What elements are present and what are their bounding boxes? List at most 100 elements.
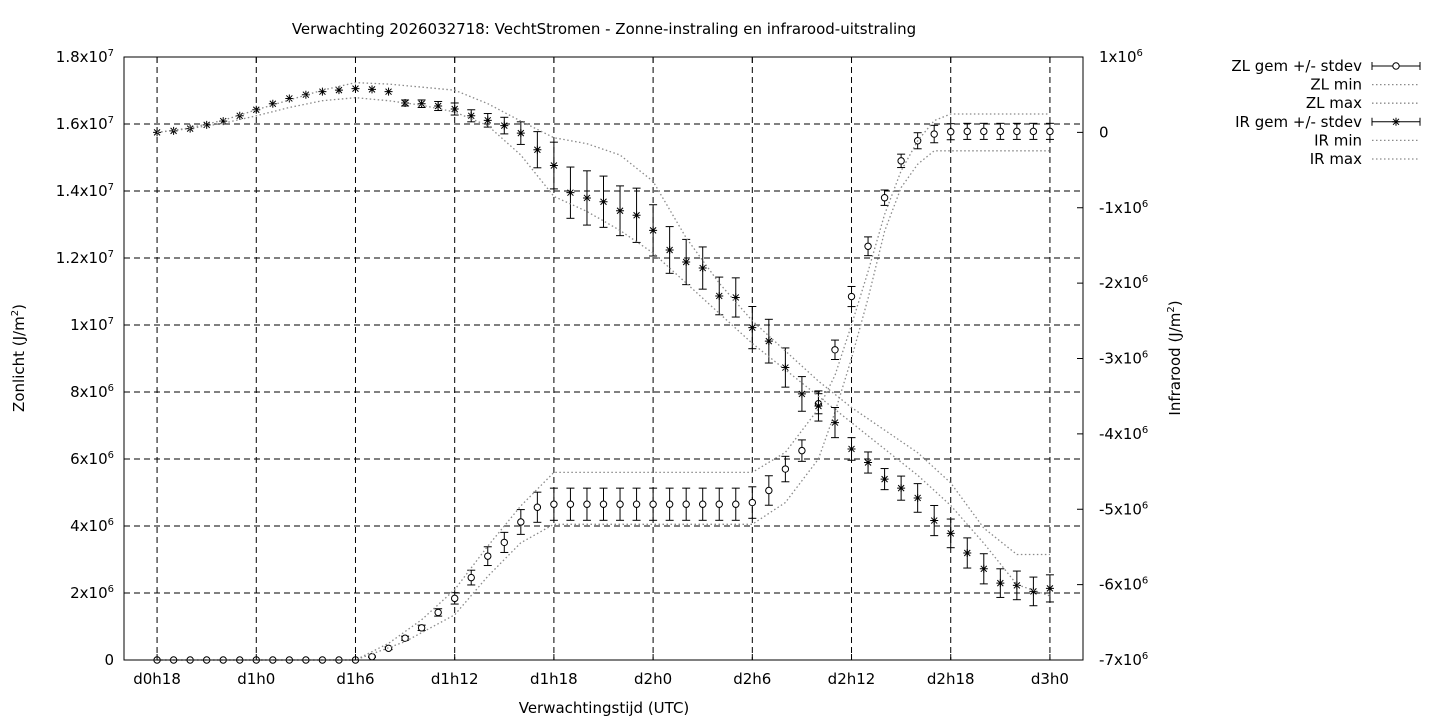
grid-layer	[124, 57, 1083, 660]
data-point	[831, 346, 839, 354]
data-point	[699, 500, 707, 508]
data-point	[517, 518, 525, 526]
data-point	[682, 258, 691, 267]
data-point	[417, 99, 426, 108]
data-point	[814, 401, 823, 410]
data-point	[1046, 127, 1054, 136]
y-tick-label: 1.6x107	[56, 115, 114, 133]
data-point	[847, 292, 856, 301]
data-point	[880, 475, 889, 484]
y-tick-label: 1.8x107	[56, 48, 114, 66]
data-point	[731, 293, 740, 302]
series-line	[157, 97, 1051, 597]
data-point	[533, 503, 542, 511]
x-tick-label: d1h0	[237, 670, 275, 688]
x-tick-label: d2h6	[733, 670, 771, 688]
x-tick-label: d1h12	[431, 670, 479, 688]
data-point	[616, 206, 625, 215]
data-point	[963, 548, 972, 557]
data-point	[384, 87, 393, 96]
y2-tick-label: -1x106	[1099, 199, 1148, 217]
y-axis-label: Zonlicht (J/m2)	[10, 304, 28, 412]
legend-sample-marker	[1392, 117, 1400, 126]
data-point	[516, 129, 525, 138]
data-point	[483, 116, 492, 125]
data-point	[401, 634, 409, 642]
series-layer	[153, 81, 1054, 664]
data-point	[549, 161, 558, 170]
data-point	[963, 127, 971, 136]
x-tick-label: d2h12	[828, 670, 876, 688]
data-point	[434, 608, 442, 617]
data-point	[930, 130, 938, 138]
data-point	[632, 500, 641, 508]
data-point	[897, 484, 906, 493]
data-point	[847, 444, 856, 453]
y-tick-label: 1x107	[70, 316, 114, 334]
y2-tick-label: -3x106	[1099, 350, 1148, 368]
series-line	[157, 81, 1050, 556]
data-point	[980, 127, 988, 136]
data-point	[880, 194, 889, 202]
data-point	[947, 128, 955, 136]
data-point	[748, 323, 757, 332]
series-group	[153, 84, 1054, 607]
legend-label: IR max	[1310, 150, 1362, 168]
y-tick-label: 4x106	[70, 517, 114, 535]
data-point	[566, 500, 575, 508]
data-point	[864, 242, 872, 250]
y-tick-label: 0	[104, 651, 114, 669]
data-point	[252, 105, 261, 114]
legend-label: ZL gem +/- stdev	[1231, 57, 1362, 75]
data-point	[500, 538, 508, 547]
data-point	[715, 500, 723, 508]
y2-tick-label: -6x106	[1099, 576, 1148, 594]
data-point	[798, 446, 806, 455]
data-point	[484, 552, 492, 560]
y2-tick-label: -5x106	[1099, 500, 1148, 518]
data-point	[665, 245, 674, 254]
data-point	[582, 193, 591, 202]
x-tick-label: d1h18	[530, 670, 578, 688]
data-point	[649, 226, 658, 235]
tick-layer: d0h18 d1h0 d1h6 d1h12 d1h18 d2h0 d2h6 d2h12 d2h1…	[56, 48, 1149, 688]
data-point	[930, 516, 939, 525]
data-point	[153, 128, 162, 137]
data-point	[467, 111, 476, 120]
y2-tick-label: -2x106	[1099, 274, 1148, 292]
y2-tick-label: 0	[1099, 123, 1109, 141]
y-tick-label: 6x106	[70, 450, 114, 468]
y-tick-label: 2x106	[70, 584, 114, 602]
data-point	[946, 529, 955, 538]
data-point	[864, 458, 873, 467]
data-point	[715, 291, 724, 300]
data-point	[897, 157, 905, 165]
data-point	[996, 127, 1005, 136]
data-point	[401, 98, 410, 107]
data-point	[649, 500, 657, 508]
data-point	[467, 573, 475, 582]
data-point	[599, 197, 608, 206]
data-point	[318, 87, 327, 96]
data-point	[1029, 587, 1038, 596]
data-point	[764, 337, 773, 346]
data-point	[285, 94, 294, 103]
data-point	[351, 84, 360, 93]
data-point	[219, 117, 228, 126]
data-point	[334, 86, 343, 95]
y2-tick-label: 1x106	[1099, 48, 1143, 66]
data-point	[682, 500, 690, 508]
x-tick-label: d2h0	[634, 670, 672, 688]
data-point	[665, 500, 674, 508]
plot-border	[123, 56, 1084, 661]
data-point	[913, 493, 922, 502]
x-tick-label: d0h18	[133, 670, 181, 688]
y-tick-label: 1.2x107	[56, 249, 114, 267]
data-point	[434, 101, 443, 110]
legend-label: ZL min	[1310, 76, 1362, 94]
y-tick-label: 8x106	[70, 383, 114, 401]
data-point	[1012, 581, 1021, 590]
data-point	[599, 500, 608, 508]
legend-label: IR min	[1314, 131, 1362, 149]
